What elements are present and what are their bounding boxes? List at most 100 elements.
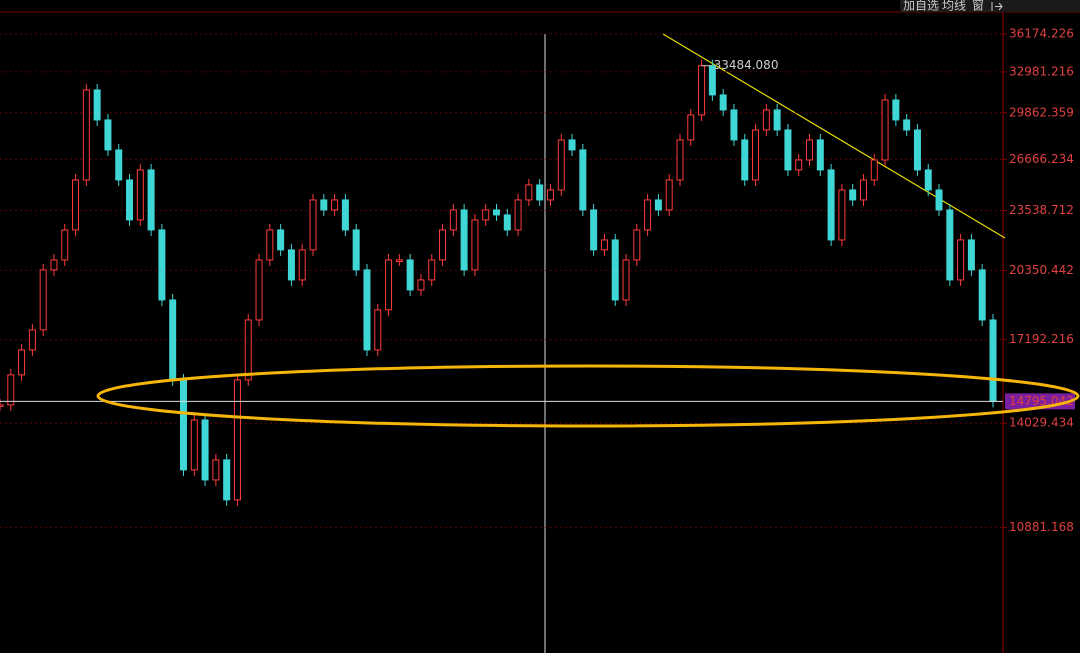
candle-body bbox=[266, 229, 274, 261]
candle-body bbox=[924, 169, 932, 191]
candle-body bbox=[255, 259, 263, 321]
candle-body bbox=[93, 89, 101, 121]
candle-body bbox=[708, 65, 716, 96]
y-tick-label: 17192.216 bbox=[1009, 332, 1074, 346]
candle-body bbox=[784, 129, 792, 171]
candle-body bbox=[233, 379, 241, 501]
candle-body bbox=[838, 189, 846, 241]
candle-body bbox=[169, 299, 177, 381]
y-tick-label: 29862.359 bbox=[1009, 105, 1074, 119]
candle-body bbox=[320, 199, 328, 211]
candle-body bbox=[147, 169, 155, 231]
y-tick-label: 36174.226 bbox=[1009, 26, 1074, 40]
y-tick-label: 14029.434 bbox=[1009, 416, 1074, 430]
candle-body bbox=[827, 169, 835, 241]
candle-body bbox=[698, 65, 706, 116]
candle-body bbox=[277, 229, 285, 251]
candle-body bbox=[179, 379, 187, 471]
candle-body bbox=[730, 109, 738, 141]
toolbar-button[interactable]: 窗 bbox=[972, 0, 984, 13]
candle-body bbox=[795, 159, 803, 171]
candle-body bbox=[374, 309, 382, 351]
candle-body bbox=[471, 219, 479, 271]
candle-body bbox=[223, 459, 231, 501]
candle-body bbox=[870, 159, 878, 181]
candle-body bbox=[7, 374, 15, 406]
candle-body bbox=[741, 139, 749, 181]
candle-body bbox=[579, 149, 587, 211]
candle-body bbox=[385, 259, 393, 311]
candle-body bbox=[439, 229, 447, 261]
candle-body bbox=[946, 209, 954, 281]
candle-body bbox=[126, 179, 134, 221]
candle-body bbox=[82, 89, 90, 181]
candle-body bbox=[395, 259, 403, 262]
candle-body bbox=[546, 189, 554, 201]
candle-body bbox=[341, 199, 349, 231]
candle-body bbox=[428, 259, 436, 281]
candle-body bbox=[39, 269, 47, 331]
toolbar-button[interactable]: 均线 bbox=[942, 0, 966, 13]
candle-body bbox=[654, 199, 662, 211]
candle-body bbox=[633, 229, 641, 261]
candle-body bbox=[687, 114, 695, 141]
candle-body bbox=[449, 209, 457, 231]
trend-line bbox=[662, 33, 1006, 239]
candle-body bbox=[913, 129, 921, 171]
candle-body bbox=[158, 229, 166, 301]
candle-body bbox=[644, 199, 652, 231]
candle-body bbox=[622, 259, 630, 301]
y-tick-label: 23538.712 bbox=[1009, 203, 1074, 217]
candle-body bbox=[331, 199, 339, 211]
highlight-ellipse bbox=[96, 364, 1080, 428]
last-price-label: 14795.042 bbox=[1009, 394, 1074, 408]
candle-body bbox=[514, 199, 522, 231]
candle-body bbox=[18, 349, 26, 376]
candle-body bbox=[665, 179, 673, 211]
candle-body bbox=[967, 239, 975, 271]
y-tick-label: 20350.442 bbox=[1009, 263, 1074, 277]
candle-body bbox=[557, 139, 565, 191]
candle-body bbox=[957, 239, 965, 281]
candle-body bbox=[568, 139, 576, 151]
candle-body bbox=[762, 109, 770, 131]
candle-body bbox=[881, 99, 889, 161]
candle-body bbox=[752, 129, 760, 181]
candle-body bbox=[417, 279, 425, 291]
candle-body bbox=[136, 169, 144, 221]
candle-body bbox=[849, 189, 857, 201]
candle-body bbox=[363, 269, 371, 351]
candle-body bbox=[61, 229, 69, 261]
toolbar-button[interactable]: 加自选 bbox=[903, 0, 939, 13]
y-tick-label: 10881.168 bbox=[1009, 520, 1074, 534]
candle-body bbox=[309, 199, 317, 251]
candle-body bbox=[460, 209, 468, 271]
candle-body bbox=[190, 419, 198, 471]
candle-body bbox=[536, 184, 544, 201]
candle-body bbox=[525, 184, 533, 201]
candle-body bbox=[298, 249, 306, 281]
candle-body bbox=[978, 269, 986, 321]
candle-body bbox=[611, 239, 619, 301]
candle-body bbox=[503, 214, 511, 231]
candle-body bbox=[287, 249, 295, 281]
candle-body bbox=[212, 459, 220, 481]
candle-body bbox=[482, 209, 490, 221]
candle-body bbox=[201, 419, 209, 481]
candle-body bbox=[0, 404, 4, 407]
y-tick-label: 32981.216 bbox=[1009, 64, 1074, 78]
candle-body bbox=[859, 179, 867, 201]
candle-body bbox=[989, 319, 997, 402]
candle-body bbox=[50, 259, 58, 271]
candle-body bbox=[806, 139, 814, 161]
candle-body bbox=[28, 329, 36, 351]
toolbar bbox=[900, 0, 1080, 12]
candle-body bbox=[244, 319, 252, 381]
candle-body bbox=[104, 119, 112, 151]
candle-body bbox=[773, 109, 781, 131]
candle-body bbox=[600, 239, 608, 251]
candle-body bbox=[590, 209, 598, 251]
exit-icon[interactable] bbox=[991, 2, 1003, 11]
candle-body bbox=[719, 94, 727, 111]
